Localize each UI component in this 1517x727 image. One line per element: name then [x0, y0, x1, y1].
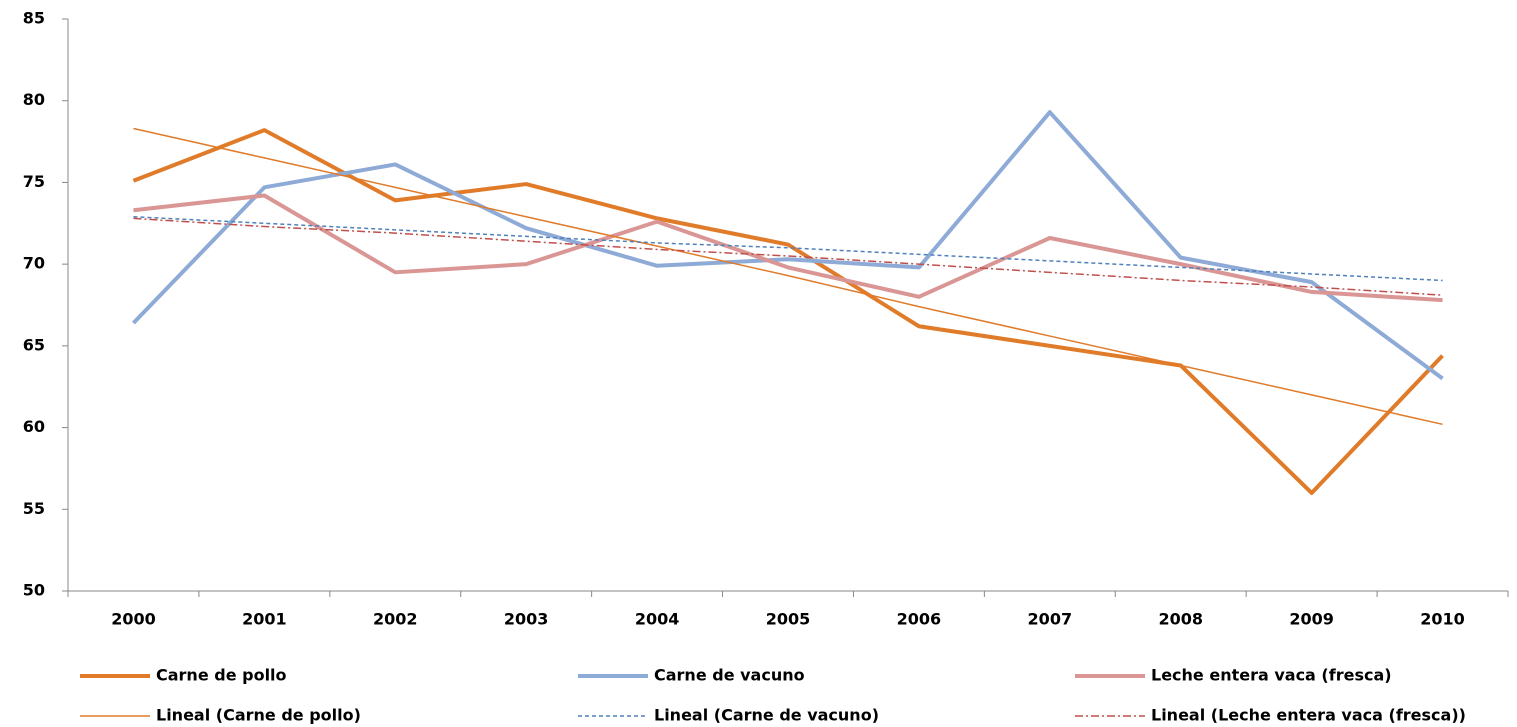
legend-label: Lineal (Leche entera vaca (fresca))	[1151, 706, 1466, 725]
series-line	[132, 128, 1444, 495]
x-tick-label: 2005	[766, 610, 811, 629]
legend-label: Carne de vacuno	[654, 666, 805, 685]
legend-label: Carne de pollo	[156, 666, 287, 685]
x-tick-label: 2008	[1158, 610, 1203, 629]
x-tick-label: 2009	[1289, 610, 1334, 629]
x-tick-label: 2000	[111, 610, 156, 629]
x-tick-label: 2006	[897, 610, 942, 629]
x-tick-label: 2004	[635, 610, 680, 629]
y-tick-label: 50	[23, 581, 45, 600]
y-tick-label: 85	[23, 9, 45, 28]
y-tick-label: 70	[23, 254, 45, 273]
y-tick-label: 75	[23, 172, 45, 191]
series-line	[133, 217, 1443, 296]
x-tick-label: 2001	[242, 610, 287, 629]
series-line	[133, 193, 1443, 303]
x-tick-label: 2002	[373, 610, 418, 629]
series-line	[133, 127, 1443, 426]
y-tick-label: 80	[23, 90, 45, 109]
legend-label: Leche entera vaca (fresca)	[1151, 666, 1392, 685]
y-tick-label: 60	[23, 417, 45, 436]
x-tick-label: 2003	[504, 610, 549, 629]
series-line	[132, 110, 1444, 381]
series-line	[133, 215, 1443, 282]
x-tick-label: 2010	[1420, 610, 1465, 629]
y-tick-label: 55	[23, 499, 45, 518]
y-tick-label: 65	[23, 335, 45, 354]
legend-label: Lineal (Carne de vacuno)	[654, 706, 879, 725]
x-tick-label: 2007	[1028, 610, 1073, 629]
legend-label: Lineal (Carne de pollo)	[156, 706, 361, 725]
